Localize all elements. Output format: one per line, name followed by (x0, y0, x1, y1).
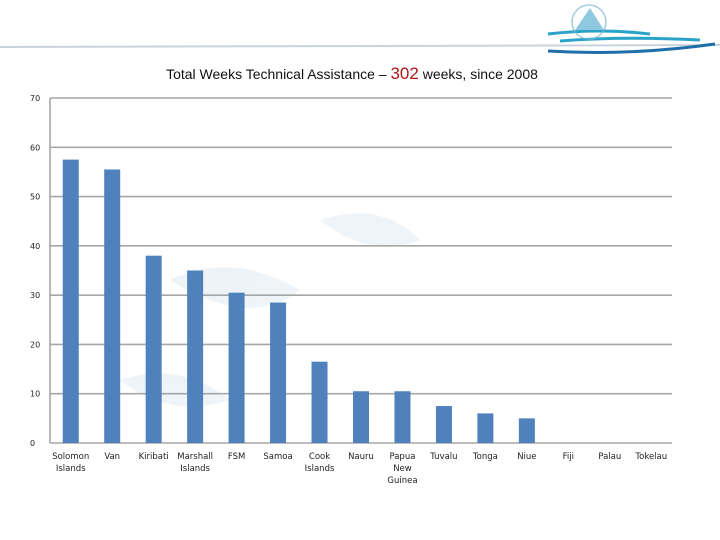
logo-wave-2 (559, 36, 701, 43)
x-tick-label: Niue (517, 452, 536, 462)
x-tick-label: Van (104, 452, 120, 462)
bars (62, 159, 535, 443)
x-tick-label: Tokelau (634, 452, 667, 462)
y-tick-label: 70 (30, 94, 40, 103)
x-tick-label: Papua New Guinea (387, 452, 417, 486)
x-tick-label: Nauru (348, 452, 374, 462)
y-tick-label: 30 (30, 291, 40, 300)
bar-solomon-islands (62, 159, 79, 443)
bar-nauru (353, 391, 369, 443)
x-axis-labels: Solomon Islands Van Kiribati Marshall Islands… (52, 452, 667, 486)
bar-kiribati (145, 255, 162, 443)
title-highlight-number: 302 (390, 64, 419, 83)
y-tick-label: 50 (30, 193, 40, 202)
x-tick-label: Solomon Islands (52, 452, 89, 474)
bar-tonga (477, 413, 494, 443)
y-tick-label: 40 (30, 242, 40, 251)
logo-emblem (547, 4, 716, 54)
y-tick-label: 20 (30, 340, 40, 349)
y-axis-ticks: 0 10 20 30 40 50 60 70 (30, 94, 40, 448)
title-suffix: weeks, since 2008 (418, 66, 538, 82)
bar-samoa (270, 302, 287, 443)
x-tick-label: Palau (598, 452, 621, 462)
logo-wave-3 (547, 42, 716, 54)
title-prefix: Total Weeks Technical Assistance – (166, 66, 391, 82)
bar-marshall-islands (187, 270, 204, 443)
x-tick-label: Cook Islands (305, 452, 335, 474)
bar-niue (518, 418, 535, 443)
bar-van (104, 169, 121, 443)
y-tick-label: 0 (30, 439, 35, 448)
logo-sail (575, 8, 604, 30)
logo-ring (571, 4, 607, 40)
x-tick-label: Tuvalu (429, 452, 457, 462)
y-tick-label: 60 (30, 143, 40, 152)
logo-wave-1 (547, 29, 651, 36)
x-tick-label: Kiribati (139, 452, 169, 462)
x-tick-label: Marshall Islands (177, 452, 213, 474)
x-tick-label: FSM (228, 452, 245, 462)
bar-tuvalu (435, 406, 452, 443)
x-tick-label: Fiji (563, 452, 574, 462)
bar-fsm (228, 292, 245, 443)
x-tick-label: Tonga (472, 452, 498, 462)
x-tick-label: Samoa (263, 452, 292, 462)
bar-cook-islands (311, 361, 328, 443)
bar-papua-new-guinea (394, 391, 411, 443)
y-tick-label: 10 (30, 390, 40, 399)
header-rule-line (0, 44, 720, 48)
chart-title: Total Weeks Technical Assistance – 302 w… (0, 64, 704, 84)
